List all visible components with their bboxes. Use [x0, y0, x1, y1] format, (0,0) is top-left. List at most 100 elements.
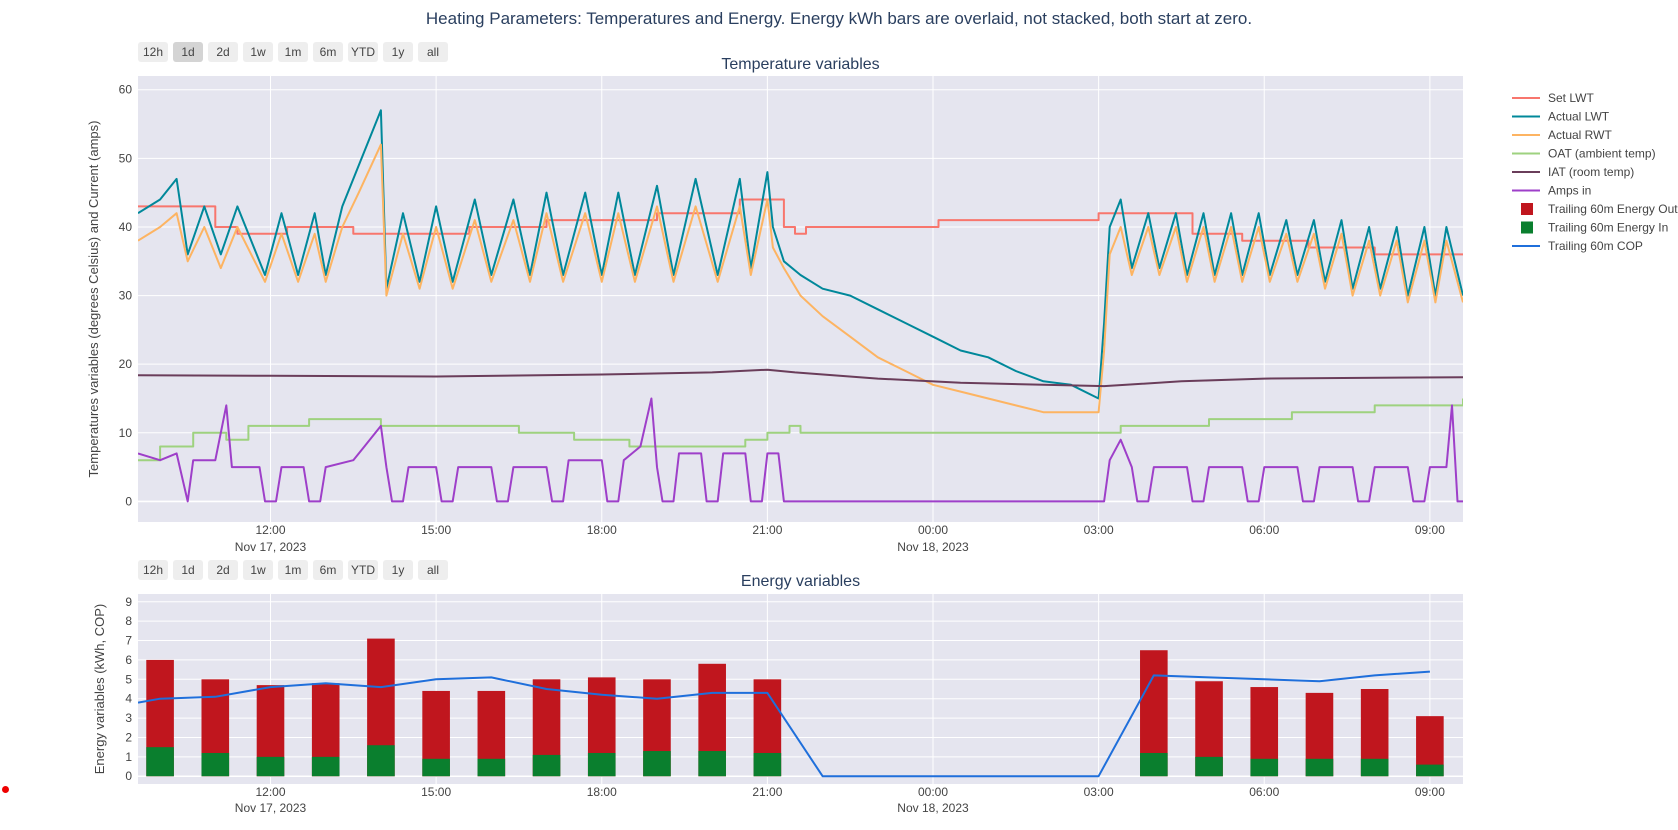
series-line-set-lwt [138, 198, 1463, 256]
range-selector-bottom: 12h 1d 2d 1w 1m 6m YTD 1y all [138, 560, 448, 580]
legend-label: Amps in [1548, 184, 1591, 198]
range-button-ytd[interactable]: YTD [348, 42, 378, 62]
range-button-6m[interactable]: 6m [313, 560, 343, 580]
y-tick-label: 0 [125, 494, 132, 508]
energy-chart: 0 1 2 3 4 5 6 7 8 9 12:00 Nov 17, 2023 15:00 18:00 21:… [92, 573, 1463, 815]
range-selector-top: 12h 1d 2d 1w 1m 6m YTD 1y all [138, 42, 448, 62]
bar-energy-in [1140, 752, 1168, 777]
x-tick-label: 15:00 [421, 523, 451, 537]
y-tick-label: 3 [125, 711, 132, 725]
bar-energy-in [753, 752, 782, 777]
y-tick-label: 40 [119, 220, 133, 234]
range-button-1m[interactable]: 1m [278, 42, 308, 62]
legend-item-iat[interactable]: IAT (room temp) [1512, 165, 1634, 179]
x-tick-label: 18:00 [587, 785, 617, 799]
y-tick-label: 8 [125, 614, 132, 628]
page-title: Heating Parameters: Temperatures and Ene… [425, 9, 1253, 28]
range-button-all[interactable]: all [418, 560, 448, 580]
y-tick-label: 50 [119, 151, 133, 165]
y-tick-label: 4 [125, 692, 132, 706]
series-line-oat [138, 398, 1463, 462]
range-button-all[interactable]: all [418, 42, 448, 62]
bar-energy-in [1195, 756, 1223, 777]
subplot-title: Temperature variables [721, 56, 879, 73]
range-button-1y[interactable]: 1y [383, 560, 413, 580]
y-tick-label: 7 [125, 634, 132, 648]
legend-label: Trailing 60m Energy In [1548, 221, 1668, 235]
x-date-label: Nov 17, 2023 [235, 801, 307, 815]
plot-area [138, 594, 1463, 784]
legend-item-energy-in[interactable]: Trailing 60m Energy In [1521, 221, 1668, 235]
legend-label: Trailing 60m Energy Out [1548, 202, 1678, 216]
legend-label: OAT (ambient temp) [1548, 147, 1656, 161]
y-tick-label: 6 [125, 653, 132, 667]
range-button-1w[interactable]: 1w [243, 42, 273, 62]
legend-label: Actual RWT [1548, 128, 1612, 142]
bar-energy-in [201, 752, 230, 777]
series-line-iat [138, 368, 1463, 388]
series-line-actual-rwt [138, 143, 1463, 414]
bar-energy-in [256, 756, 285, 777]
legend-item-oat[interactable]: OAT (ambient temp) [1512, 147, 1656, 161]
x-tick-label: 06:00 [1249, 523, 1279, 537]
legend-swatch [1521, 221, 1533, 234]
range-button-2d[interactable]: 2d [208, 560, 238, 580]
x-tick-label: 00:00 [918, 785, 948, 799]
legend-label: Actual LWT [1548, 110, 1610, 124]
x-tick-label: 00:00 [918, 523, 948, 537]
bar-energy-in [1305, 758, 1334, 777]
legend-item-cop[interactable]: Trailing 60m COP [1512, 239, 1643, 253]
bar-energy-in [477, 758, 506, 777]
x-tick-label: 18:00 [587, 523, 617, 537]
bar-energy-in [587, 752, 616, 777]
range-button-1m[interactable]: 1m [278, 560, 308, 580]
bar-energy-in [367, 745, 395, 777]
y-tick-label: 9 [125, 595, 132, 609]
x-tick-label: 06:00 [1249, 785, 1279, 799]
subplot-title: Energy variables [741, 573, 860, 590]
x-date-label: Nov 18, 2023 [897, 540, 969, 554]
bar-energy-in [532, 754, 561, 777]
temperature-chart: 0 10 20 30 40 50 60 12:00 Nov 17, 2023 15:00 18:00… [86, 56, 1463, 554]
bar-energy-in [422, 758, 450, 777]
range-button-12h[interactable]: 12h [138, 560, 168, 580]
bar-energy-in [1250, 758, 1279, 777]
y-tick-label: 1 [125, 750, 132, 764]
x-date-label: Nov 18, 2023 [897, 801, 969, 815]
bar-energy-in [311, 756, 340, 777]
x-tick-label: 12:00 [255, 785, 285, 799]
series-line-amps [138, 397, 1463, 503]
x-tick-label: 12:00 [255, 523, 285, 537]
range-button-6m[interactable]: 6m [313, 42, 343, 62]
plot-area [138, 76, 1463, 522]
legend-item-energy-out[interactable]: Trailing 60m Energy Out [1521, 202, 1678, 216]
legend-item-set-lwt[interactable]: Set LWT [1512, 91, 1594, 105]
y-tick-label: 10 [119, 426, 133, 440]
red-marker [2, 786, 9, 793]
bar-energy-in [643, 751, 671, 777]
range-button-2d[interactable]: 2d [208, 42, 238, 62]
y-tick-label: 5 [125, 672, 132, 686]
bar-energy-in [1416, 764, 1444, 777]
legend-item-actual-lwt[interactable]: Actual LWT [1512, 110, 1610, 124]
range-button-1w[interactable]: 1w [243, 560, 273, 580]
range-button-1d[interactable]: 1d [173, 560, 203, 580]
x-tick-label: 09:00 [1415, 785, 1445, 799]
range-button-12h[interactable]: 12h [138, 42, 168, 62]
legend-item-amps[interactable]: Amps in [1512, 184, 1591, 198]
y-axis-label: Temperatures variables (degrees Celsius)… [86, 121, 101, 478]
series-line-actual-lwt [138, 109, 1463, 400]
range-button-1d[interactable]: 1d [173, 42, 203, 62]
range-button-ytd[interactable]: YTD [348, 560, 378, 580]
y-axis-label: Energy variables (kWh, COP) [92, 604, 107, 775]
legend-swatch [1521, 203, 1533, 215]
x-date-label: Nov 17, 2023 [235, 540, 307, 554]
y-tick-label: 0 [125, 769, 132, 783]
bar-energy-in [146, 747, 174, 777]
range-button-1y[interactable]: 1y [383, 42, 413, 62]
legend-label: IAT (room temp) [1548, 165, 1634, 179]
legend-item-actual-rwt[interactable]: Actual RWT [1512, 128, 1612, 142]
y-tick-label: 20 [119, 357, 133, 371]
legend-label: Trailing 60m COP [1548, 239, 1643, 253]
x-tick-label: 03:00 [1084, 785, 1114, 799]
